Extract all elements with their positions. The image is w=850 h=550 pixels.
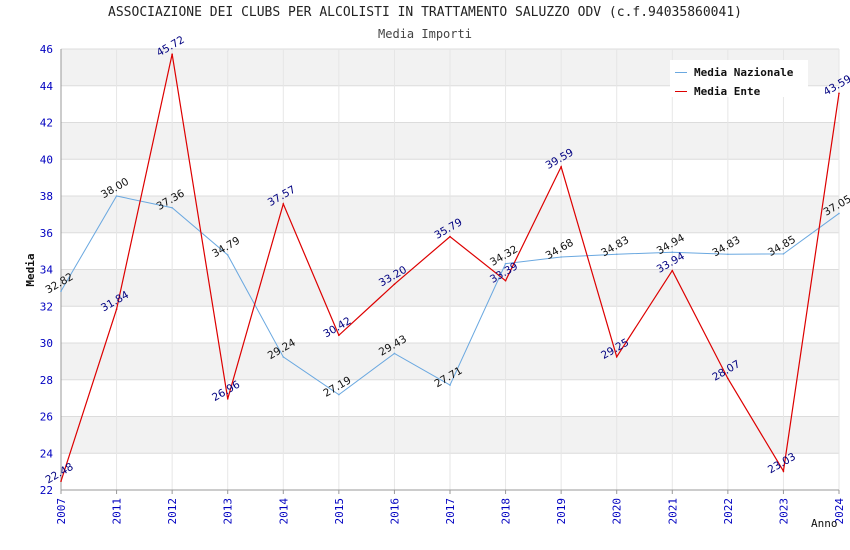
data-point-ente [671, 269, 674, 272]
y-tick-label: 44 [40, 80, 54, 93]
data-point-nazionale [449, 384, 451, 386]
legend: Media Nazionale Media Ente [670, 60, 808, 98]
data-point-ente [504, 279, 507, 282]
y-tick-label: 46 [40, 43, 53, 56]
data-point-ente [838, 92, 840, 95]
x-tick-label: 2019 [555, 498, 568, 525]
data-point-nazionale [171, 206, 173, 209]
data-point-ente [282, 203, 285, 205]
data-point-ente [449, 235, 451, 238]
y-tick-label: 34 [40, 264, 54, 277]
x-tick-label: 2018 [500, 498, 513, 525]
y-tick-label: 36 [40, 227, 53, 240]
data-label-ente: 23.03 [766, 451, 798, 476]
data-label-ente: 30.42 [321, 315, 353, 340]
x-tick-label: 2016 [388, 498, 401, 525]
data-point-nazionale [226, 254, 229, 256]
y-tick-label: 38 [40, 190, 53, 203]
data-point-ente [727, 377, 729, 380]
data-point-nazionale [338, 393, 340, 396]
x-tick-label: 2013 [222, 498, 235, 525]
data-point-nazionale [560, 256, 562, 258]
legend-item-nazionale: Media Nazionale [670, 63, 808, 82]
data-point-ente [171, 53, 173, 55]
y-tick-labels: 22 24 26 28 30 32 34 36 38 40 42 44 46 [40, 43, 54, 497]
data-point-nazionale [282, 356, 285, 358]
chart-subtitle: Media Importi [378, 27, 472, 41]
y-tick-label: 32 [40, 300, 53, 313]
y-tick-label: 42 [40, 117, 53, 130]
data-point-nazionale [115, 195, 118, 197]
data-point-nazionale [838, 212, 840, 215]
data-point-nazionale [504, 262, 507, 265]
x-tick-label: 2011 [111, 498, 124, 525]
y-axis-label: Media [24, 253, 37, 286]
x-tick-label: 2020 [611, 498, 624, 525]
x-tick-labels: 2007 2011 2012 2013 2014 2015 2016 2017 2018 2019… [55, 498, 846, 525]
legend-swatch-nazionale [675, 72, 687, 73]
data-point-nazionale [60, 290, 62, 292]
x-tick-label: 2007 [55, 498, 68, 525]
x-tick-label: 2024 [833, 498, 846, 525]
legend-swatch-ente [675, 91, 687, 92]
data-label-ente: 22.48 [43, 461, 75, 486]
data-point-nazionale [615, 253, 618, 256]
data-point-ente [393, 283, 396, 286]
x-tick-label: 2015 [333, 498, 346, 525]
legend-label-nazionale: Media Nazionale [694, 66, 794, 79]
data-label-nazionale: 34.85 [766, 234, 798, 259]
data-point-nazionale [727, 253, 729, 256]
data-point-nazionale [671, 251, 674, 254]
y-tick-label: 22 [40, 484, 53, 497]
data-point-ente [338, 334, 340, 337]
x-tick-label: 2022 [722, 498, 735, 525]
y-tick-label: 24 [40, 447, 54, 460]
data-label-nazionale: 34.79 [210, 235, 242, 260]
y-tick-label: 30 [40, 337, 53, 350]
data-label-nazionale: 34.68 [544, 237, 576, 262]
x-tick-label: 2021 [666, 498, 679, 525]
data-point-nazionale [393, 352, 396, 355]
data-label-ente: 26.96 [210, 378, 242, 404]
legend-item-ente: Media Ente [670, 82, 808, 101]
chart-title: ASSOCIAZIONE DEI CLUBS PER ALCOLISTI IN … [108, 5, 742, 20]
x-tick-label: 2012 [166, 498, 179, 525]
y-tick-label: 40 [40, 153, 53, 166]
y-tick-label: 26 [40, 411, 53, 424]
data-point-ente [560, 165, 562, 168]
series-lines [60, 53, 840, 482]
data-label-nazionale: 34.83 [710, 234, 742, 259]
data-label-nazionale: 34.83 [599, 234, 631, 259]
x-tick-label: 2023 [777, 498, 790, 525]
y-tick-label: 28 [40, 374, 53, 387]
x-tick-label: 2014 [277, 498, 290, 525]
data-point-ente [615, 355, 618, 358]
data-point-ente [115, 308, 118, 310]
legend-label-ente: Media Ente [694, 85, 761, 98]
data-point-ente [782, 470, 785, 472]
axes [60, 49, 839, 491]
data-point-ente [226, 398, 229, 400]
data-point-nazionale [782, 253, 785, 255]
x-axis-label: Anno [811, 517, 838, 530]
x-tick-label: 2017 [444, 498, 457, 525]
data-point-ente [60, 480, 62, 482]
